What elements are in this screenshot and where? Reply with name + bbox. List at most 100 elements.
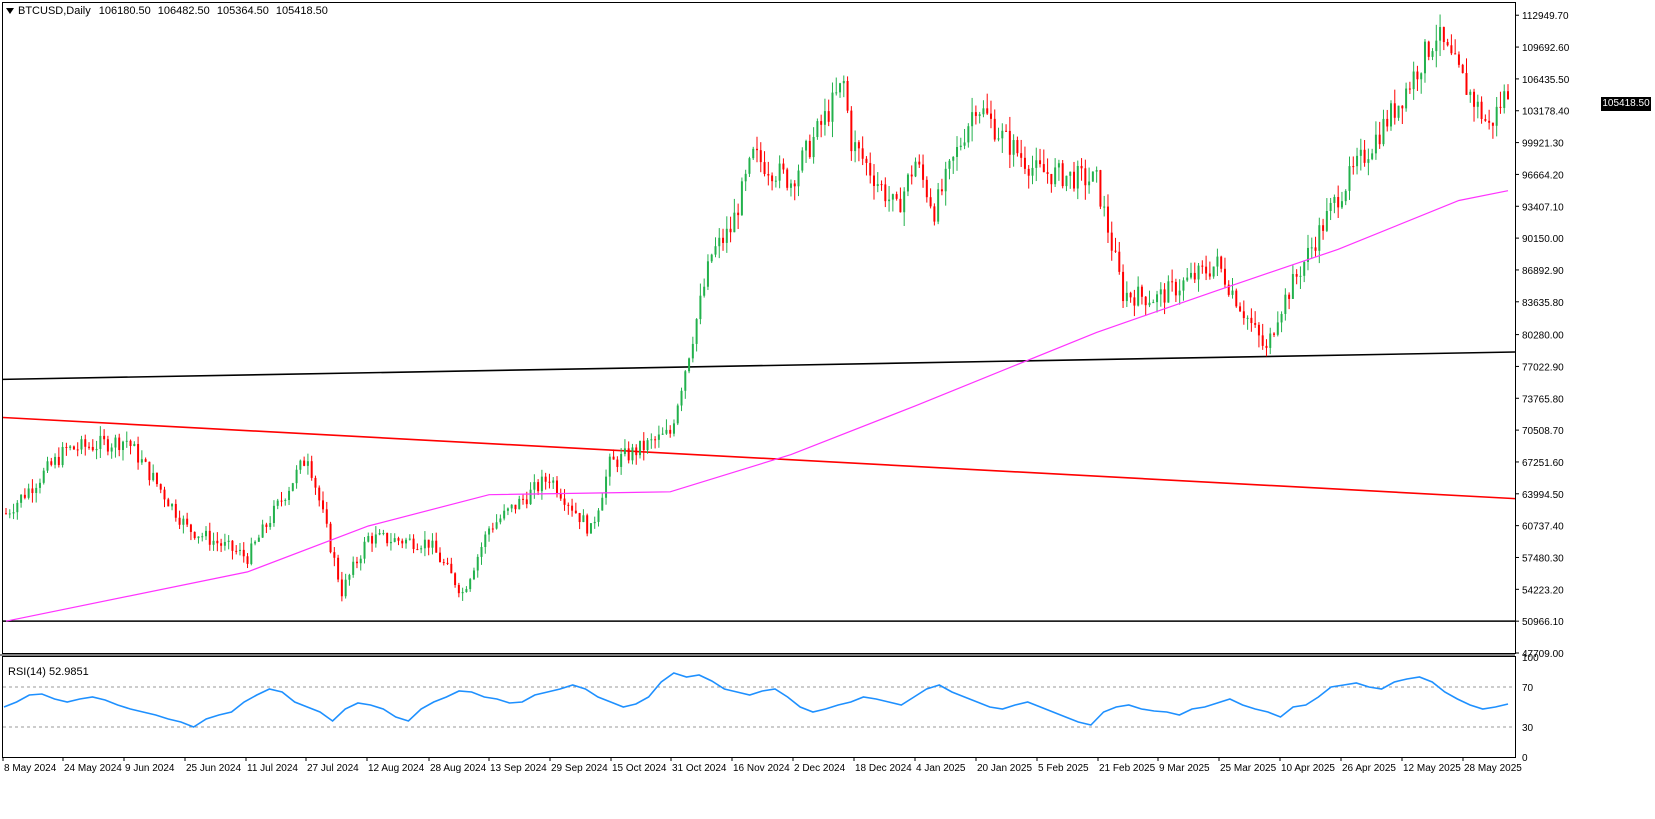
candle-body [718,237,721,247]
candle-body [450,563,453,574]
candle-body [182,518,185,525]
candle-body [35,487,38,494]
candle-body [291,483,294,491]
candle-body [110,447,113,452]
y-tick-label: 112949.70 [1522,11,1569,22]
candle-body [888,199,891,202]
candle-body [484,534,487,547]
high-value: 106482.50 [157,5,210,17]
candle-body [552,480,555,483]
candle-body [1114,250,1117,252]
candle-body [884,184,887,202]
candle-body [582,515,585,523]
rsi-line [3,672,1509,728]
candle-body [1156,294,1159,303]
candle-body [1250,317,1253,324]
candle-body [910,174,913,177]
candle-body [529,489,532,505]
candle-body [695,319,698,344]
candle-body [280,500,283,502]
candle-body [1122,271,1125,302]
candle-body [1427,41,1430,57]
candle-body [740,181,743,216]
candle-body [1333,197,1336,203]
current-price-tag: 105418.50 [1601,97,1651,111]
candle-body [1435,40,1438,52]
candle-body [525,499,528,505]
candle-body [1446,42,1449,46]
candle-body [1439,27,1442,41]
candle-body [8,513,11,515]
x-tick-label: 21 Feb 2025 [1099,763,1156,774]
candle-body [1276,322,1279,335]
candle-body [220,543,223,546]
candle-body [155,472,158,485]
candle-body [1306,247,1309,262]
candle-body [574,510,577,514]
candle-body [1382,118,1385,145]
candle-body [1118,251,1121,272]
candle-body [1186,277,1189,281]
candle-body [299,460,302,470]
candle-body [65,446,68,448]
candle-body [1050,173,1053,185]
candle-body [1314,247,1317,251]
candle-body [646,440,649,451]
candle-body [457,585,460,594]
candle-body [476,556,479,571]
candle-body [265,524,268,527]
y-tick-label: 73765.80 [1522,394,1564,405]
x-tick-label: 8 May 2024 [4,763,57,774]
candle-body [106,439,109,452]
y-tick-label: 47709.00 [1522,649,1564,660]
candle-body [178,517,181,525]
candle-body [465,589,468,593]
candle-body [1303,261,1306,276]
candle-body [612,456,615,460]
candle-body [639,440,642,456]
candle-body [567,504,570,506]
collapse-triangle-icon[interactable] [6,8,14,14]
candle-body [442,562,445,564]
candle-body [1242,311,1245,319]
candle-body [306,461,309,466]
candle-body [1106,206,1109,233]
candle-body [684,371,687,391]
candle-body [1216,256,1219,267]
candle-body [857,142,860,149]
candle-body [1174,281,1177,296]
x-tick-label: 2 Dec 2024 [794,763,846,774]
candle-body [1171,281,1174,283]
candle-body [631,447,634,461]
candle-body [744,173,747,182]
candle-body [1465,73,1468,95]
x-tick-label: 28 Aug 2024 [430,763,487,774]
candle-body [491,528,494,530]
candle-body [1386,118,1389,127]
candle-body [389,541,392,544]
candle-body [223,541,226,546]
candle-body [974,112,977,116]
candle-body [623,448,626,455]
candle-body [438,552,441,563]
ohlc-values: 106180.50 106482.50 105364.50 105418.50 [99,5,332,17]
candle-body [593,521,596,524]
moving-average-line [5,190,1509,622]
candle-body [1273,333,1276,335]
candle-body [1031,167,1034,176]
candle-body [1397,105,1400,118]
x-tick-label: 31 Oct 2024 [672,763,727,774]
candle-body [322,500,325,510]
candle-body [827,111,830,122]
candle-body [420,548,423,550]
candle-body [948,160,951,169]
candle-body [1401,105,1404,109]
x-tick-label: 15 Oct 2024 [612,763,667,774]
y-tick-label: 77022.90 [1522,362,1564,373]
candle-body [767,174,770,176]
candle-body [1390,103,1393,127]
candle-body [1310,247,1313,249]
candle-body [1423,41,1426,74]
